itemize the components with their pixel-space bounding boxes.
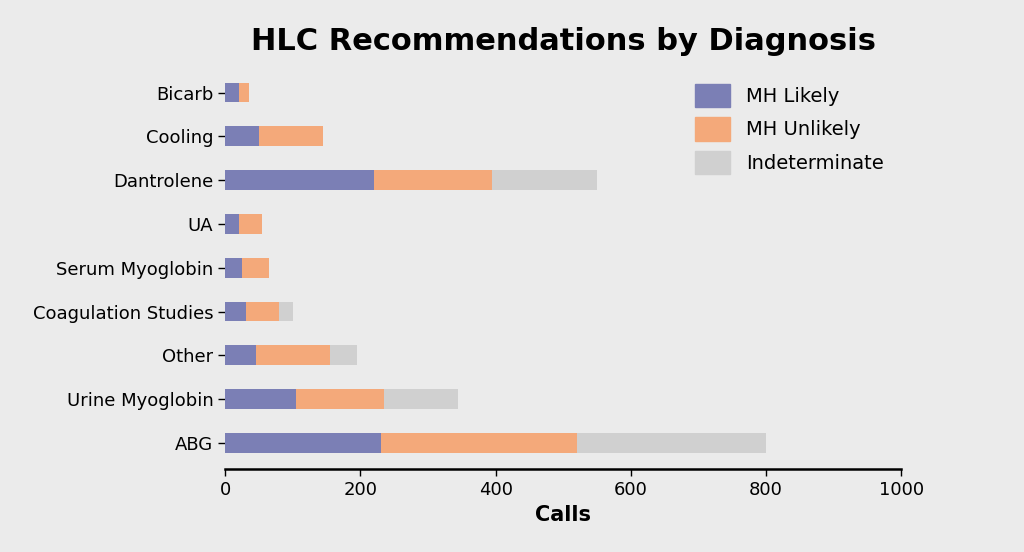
Bar [493,170,597,190]
Title: HLC Recommendations by Diagnosis: HLC Recommendations by Diagnosis [251,26,876,56]
X-axis label: Calls: Calls [536,505,591,524]
Bar [225,126,259,146]
Bar [225,433,381,453]
Bar [225,258,242,278]
Bar [296,389,384,409]
Bar [256,346,330,365]
Bar [330,346,357,365]
Bar [381,433,577,453]
Bar [225,301,246,321]
Bar [384,389,459,409]
Bar [225,83,239,102]
Bar [225,346,256,365]
Bar [259,126,324,146]
Bar [577,433,766,453]
Legend: MH Likely, MH Unlikely, Indeterminate: MH Likely, MH Unlikely, Indeterminate [687,76,892,182]
Bar [280,301,293,321]
Bar [225,170,374,190]
Bar [225,214,239,234]
Bar [246,301,280,321]
Bar [374,170,493,190]
Bar [239,214,262,234]
Bar [242,258,269,278]
Bar [225,389,296,409]
Bar [239,83,249,102]
